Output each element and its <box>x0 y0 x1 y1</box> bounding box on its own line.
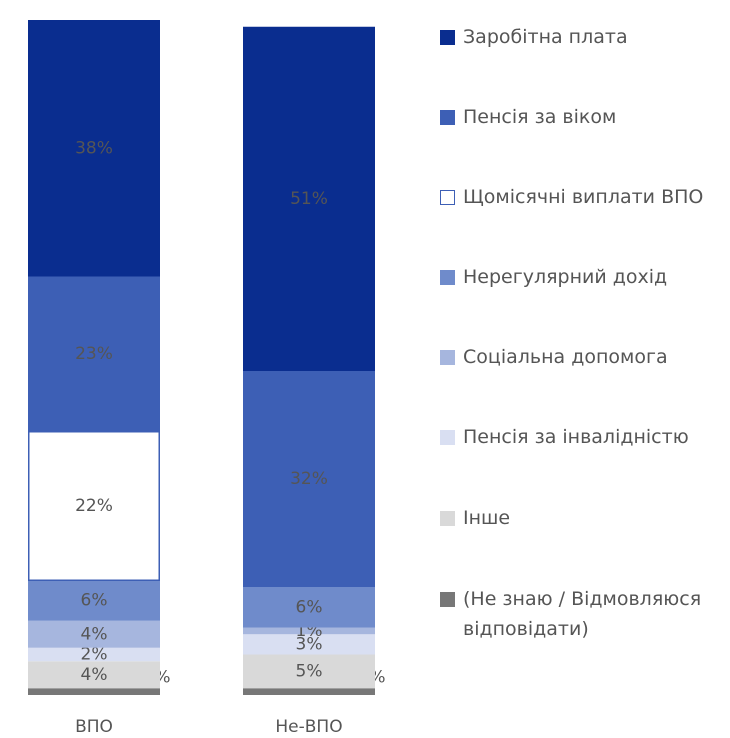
legend-item: Нерегулярний дохід <box>440 262 725 292</box>
legend-swatch <box>440 511 455 526</box>
bar-segment <box>28 431 160 581</box>
legend-item: (Не знаю / Відмовляюся відповідати) <box>440 584 725 644</box>
legend-item: Соціальна допомога <box>440 342 725 372</box>
legend-swatch <box>440 430 455 445</box>
data-label: 4% <box>81 624 108 644</box>
data-label: 6% <box>296 597 323 617</box>
data-label: 32% <box>290 469 328 489</box>
bar-segment <box>243 371 375 587</box>
x-tick-label: ВПО <box>75 717 113 737</box>
x-tick-label: Не-ВПО <box>275 717 342 737</box>
legend-swatch <box>440 110 455 125</box>
bar-segment <box>243 627 375 635</box>
legend-swatch <box>440 190 455 205</box>
bar-segment <box>243 654 375 689</box>
legend-label: Інше <box>463 507 511 529</box>
legend-label: Заробітна плата <box>463 26 628 48</box>
legend-label: Пенсія за інвалідністю <box>463 426 689 448</box>
data-label: 4% <box>81 665 108 685</box>
legend-swatch <box>440 350 455 365</box>
legend-item: Інше <box>440 503 725 533</box>
bar-segment <box>28 276 160 432</box>
legend-label: Нерегулярний дохід <box>463 266 668 288</box>
bar-segment <box>28 688 160 695</box>
legend-swatch <box>440 270 455 285</box>
legend-item: Пенсія за віком <box>440 102 725 132</box>
legend-swatch <box>440 592 455 607</box>
data-label: 3% <box>296 634 323 654</box>
data-label: 22% <box>75 496 113 516</box>
legend-label: Щомісячні виплати ВПО <box>463 186 704 208</box>
data-label: 38% <box>75 138 113 158</box>
chart: 1%4%2%4%6%22%23%38%ВПО1%5%3%1%6%32%51%Не… <box>28 20 385 737</box>
bar-segment <box>243 688 375 695</box>
bar-segment <box>28 647 160 662</box>
legend-swatch <box>440 30 455 45</box>
data-label: 23% <box>75 344 113 364</box>
legend-item: Щомісячні виплати ВПО <box>440 182 725 212</box>
data-label: 6% <box>81 591 108 611</box>
bar-segment <box>243 587 375 628</box>
legend-label: (Не знаю / Відмовляюся відповідати) <box>463 588 702 640</box>
bar-segment <box>28 20 160 277</box>
legend-item: Пенсія за інвалідністю <box>440 422 725 452</box>
bar-segment <box>243 26 375 371</box>
bar-segment <box>28 620 160 648</box>
bar-segment <box>243 634 375 655</box>
bar-segment <box>28 580 160 621</box>
legend-label: Пенсія за віком <box>463 106 617 128</box>
data-label: 2% <box>81 645 108 665</box>
legend-item: Заробітна плата <box>440 22 725 52</box>
bar-segment <box>28 661 160 689</box>
data-label: 51% <box>290 189 328 209</box>
data-label: 5% <box>296 661 323 681</box>
legend-label: Соціальна допомога <box>463 346 668 368</box>
